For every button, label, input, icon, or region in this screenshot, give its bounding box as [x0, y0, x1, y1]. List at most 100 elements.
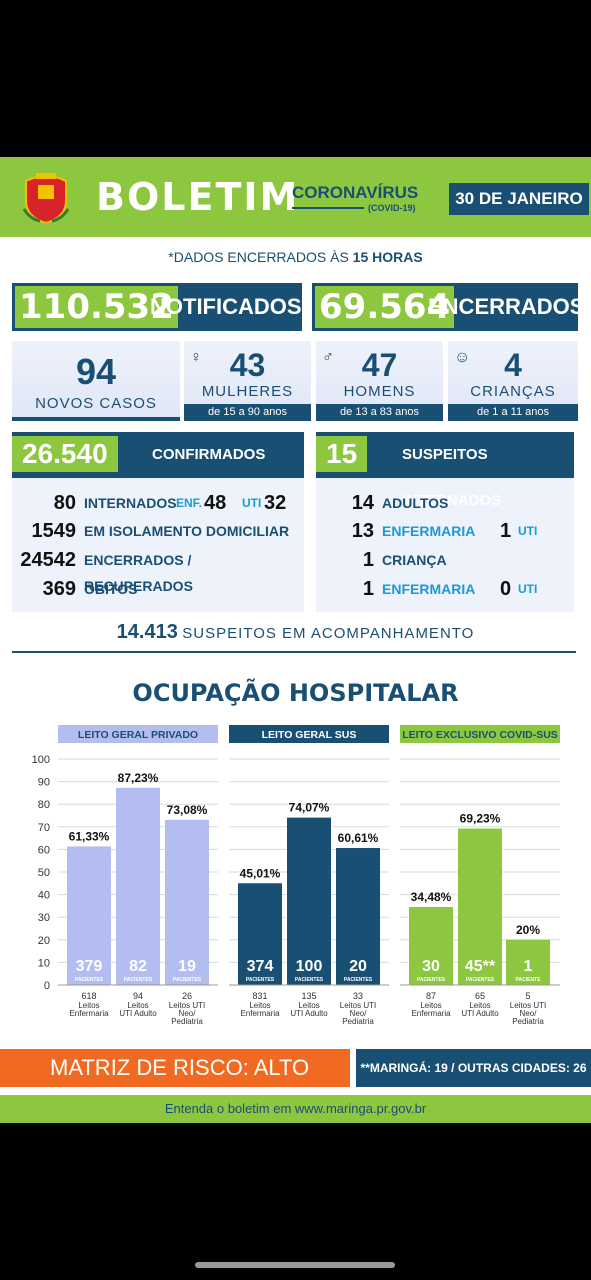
child-row: 1 CRIANÇA [316, 547, 572, 573]
category-label: Leitos [249, 1001, 270, 1010]
suspects-value: 15 [316, 436, 368, 472]
patients-label: PACIENTES [466, 977, 495, 983]
category-label: UTI Adulto [461, 1009, 499, 1018]
patients-label: PACIENTES [173, 977, 202, 983]
y-tick-label: 40 [38, 890, 50, 902]
patients-label: PACIENTES [75, 977, 104, 983]
suspects-header: 15 SUSPEITOS INTERNADOS [316, 432, 574, 509]
bed-total: 26 [182, 991, 192, 1001]
patients-label: PACIENTES [124, 977, 153, 983]
bed-total: 87 [426, 991, 436, 1001]
patients-count: 20 [349, 958, 367, 975]
child-value: 1 [362, 549, 374, 571]
children-label: CRIANÇAS [470, 383, 556, 400]
icu-label: UTI [242, 496, 262, 510]
bed-total: 65 [475, 991, 485, 1001]
children-age-range: de 1 a 11 anos [448, 404, 578, 421]
patients-count: 30 [422, 958, 440, 975]
title-underline [292, 207, 364, 209]
coronavirus-label: CORONAVÍRUS [292, 183, 419, 202]
patients-count: 19 [178, 958, 196, 975]
adults-row: 14 ADULTOS [316, 490, 572, 516]
patients-count: 1 [524, 958, 533, 975]
chart-bar [67, 846, 111, 985]
card-underline [12, 417, 180, 421]
data-cutoff-note: *DADOS ENCERRADOS ÀS 15 HORAS [0, 249, 591, 265]
chart-bar [458, 828, 502, 985]
category-label: Leitos [469, 1001, 490, 1010]
confirmed-value: 26.540 [12, 436, 118, 472]
hospitalized-label: INTERNADOS [84, 495, 177, 511]
patients-label: PACIENTE [516, 977, 542, 983]
chart-title-bg [58, 725, 218, 743]
bed-total: 94 [133, 991, 143, 1001]
adults-icu-label: UTI [518, 524, 538, 538]
patients-label: PACIENTES [246, 977, 275, 983]
hospitalized-row: 80 INTERNADOS ENF. 48 UTI 32 [12, 490, 302, 516]
y-tick-label: 90 [38, 777, 50, 789]
y-tick-label: 30 [38, 912, 50, 924]
y-tick-label: 80 [38, 799, 50, 811]
child-label: CRIANÇA [382, 552, 447, 568]
y-tick-label: 60 [38, 844, 50, 856]
recovered-value: 24542 [20, 549, 76, 571]
category-label: Leitos UTI [169, 1001, 205, 1010]
bulletin-date: 30 DE JANEIRO [449, 183, 589, 215]
child-icon: ☺ [454, 349, 471, 366]
ward-label: ENF. [176, 496, 203, 510]
category-label: Leitos [420, 1001, 441, 1010]
adults-ward-value: 13 [351, 520, 374, 542]
icu-value: 32 [264, 492, 287, 514]
patients-label: PACIENTES [295, 977, 324, 983]
footer: Entenda o boletim em www.maringa.pr.gov.… [0, 1095, 591, 1123]
value-label: 73,08% [167, 803, 208, 817]
deaths-row: 369 ÓBITOS [12, 576, 302, 602]
man-icon: ♂ [322, 349, 334, 366]
chart-bar [506, 939, 550, 985]
y-tick-label: 50 [38, 867, 50, 879]
adults-ward-label: ENFERMARIA [382, 523, 476, 539]
category-label: Enfermaria [69, 1009, 109, 1018]
patients-count: 82 [129, 958, 147, 975]
suspects-label: SUSPEITOS INTERNADOS [402, 446, 502, 509]
value-label: 74,07% [289, 801, 330, 815]
chart-title-bg [400, 725, 560, 743]
bed-total: 618 [81, 991, 96, 1001]
value-label: 34,48% [411, 890, 452, 904]
city-crest-icon [22, 173, 70, 223]
header: BOLETIM CORONAVÍRUS (COVID-19) 30 DE JAN… [0, 157, 591, 237]
adults-label: ADULTOS [382, 495, 449, 511]
chart-bar [336, 848, 380, 985]
bed-total: 33 [353, 991, 363, 1001]
covid-label: (COVID-19) [368, 203, 416, 213]
y-tick-label: 0 [44, 980, 50, 992]
recovered-label: ENCERRADOS / RECUPERADOS [84, 552, 193, 594]
value-label: 45,01% [240, 866, 281, 880]
hospitalized-value: 80 [53, 492, 76, 514]
cutoff-hour: 15 HORAS [352, 249, 423, 265]
category-label: UTI Adulto [290, 1009, 328, 1018]
category-label: Neo/ [520, 1009, 538, 1018]
child-ward-value: 1 [362, 578, 374, 600]
women-label: MULHERES [201, 383, 294, 400]
woman-icon: ♀ [190, 349, 202, 366]
category-label: Leitos UTI [510, 1001, 546, 1010]
patients-count: 45** [465, 958, 496, 975]
chart-title: LEITO EXCLUSIVO COVID-SUS [402, 729, 558, 741]
men-age-range: de 13 a 83 anos [316, 404, 443, 421]
chart-title: LEITO GERAL SUS [262, 729, 357, 741]
bed-total: 831 [252, 991, 267, 1001]
category-label: Leitos [298, 1001, 319, 1010]
closed-label: ENCERRADOS [428, 294, 585, 319]
home-indicator[interactable] [195, 1262, 395, 1268]
bulletin-title: BOLETIM [96, 175, 300, 219]
section-divider [12, 651, 576, 653]
value-label: 87,23% [118, 771, 159, 785]
recovered-row: 24542 ENCERRADOS / RECUPERADOS [12, 547, 302, 594]
isolation-row: 1549 EM ISOLAMENTO DOMICILIAR [12, 518, 302, 544]
notified-value: 110.532 [15, 286, 178, 328]
notified-box: 110.532 NOTIFICADOS [12, 283, 302, 331]
monitoring-label: SUSPEITOS EM ACOMPANHAMENTO [182, 625, 475, 642]
confirmed-panel: 26.540 CONFIRMADOS 80 INTERNADOS ENF. 48… [12, 432, 304, 612]
women-value: 43 [229, 347, 266, 383]
